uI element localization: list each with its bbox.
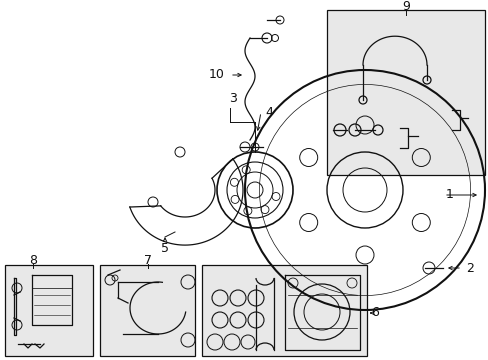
Text: 3: 3 (228, 91, 237, 104)
Bar (5, 265, 93, 356)
Text: 2: 2 (465, 261, 473, 274)
Text: 6: 6 (370, 306, 378, 320)
Bar (202, 265, 366, 356)
Text: 8: 8 (29, 255, 37, 267)
Text: 9: 9 (401, 0, 409, 13)
Text: 5: 5 (161, 242, 169, 255)
Bar (100, 265, 195, 356)
Text: 1: 1 (445, 189, 453, 202)
Text: 10: 10 (209, 68, 224, 81)
Text: 4: 4 (264, 105, 272, 118)
Bar (326, 10, 484, 175)
Text: 7: 7 (143, 255, 152, 267)
